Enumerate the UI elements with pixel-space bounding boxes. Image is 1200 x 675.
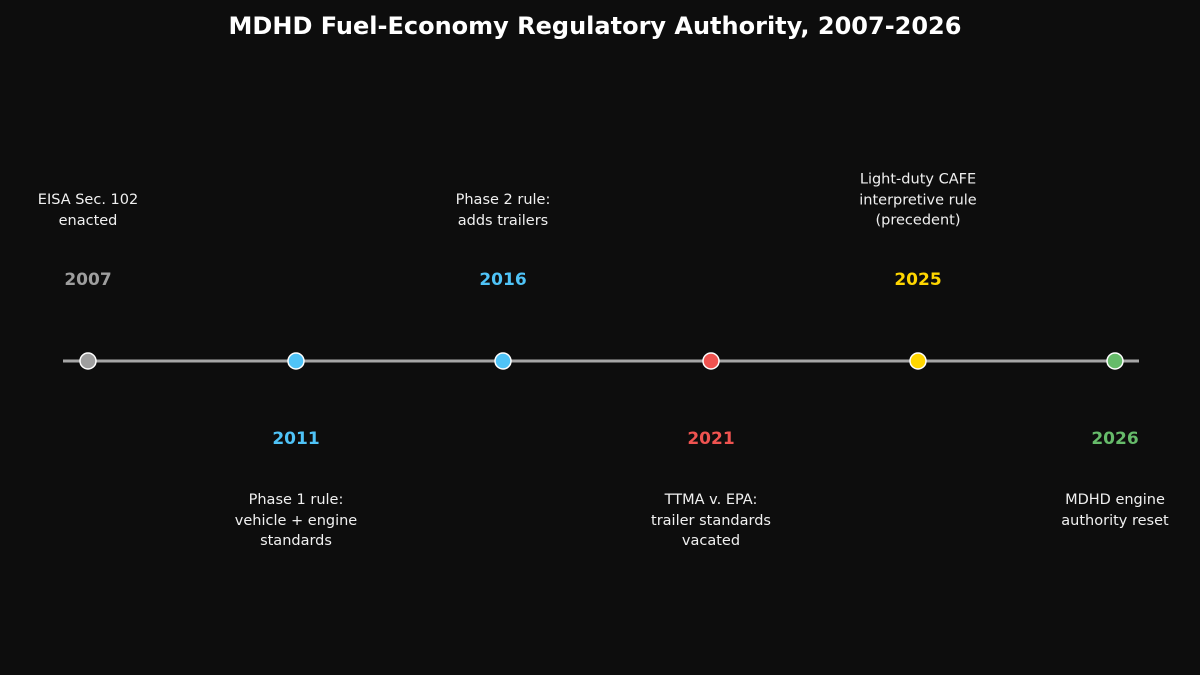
event-label-2016: Phase 2 rule: adds trailers [455, 192, 551, 229]
event-label-2011: Phase 1 rule: vehicle + engine standards [234, 492, 358, 549]
event-marker-2026 [1106, 352, 1124, 370]
event-marker-2007 [79, 352, 97, 370]
event-year-2026: 2026 [1091, 429, 1139, 449]
event-label-2025: Light-duty CAFE interpretive rule (prece… [859, 171, 977, 229]
event-marker-2025 [909, 352, 927, 370]
event-year-2011: 2011 [272, 429, 320, 449]
event-year-2021: 2021 [687, 429, 735, 449]
event-marker-2016 [494, 352, 512, 370]
event-label-2007: EISA Sec. 102 enacted [37, 192, 139, 229]
event-year-2016: 2016 [479, 270, 527, 290]
page-title: MDHD Fuel-Economy Regulatory Authority, … [228, 12, 962, 40]
event-year-2007: 2007 [64, 270, 112, 290]
event-marker-2011 [287, 352, 305, 370]
event-year-2025: 2025 [894, 270, 942, 290]
event-marker-2021 [702, 352, 720, 370]
event-label-2021: TTMA v. EPA: trailer standards vacated [651, 492, 771, 549]
event-label-2026: MDHD engine authority reset [1061, 492, 1169, 529]
